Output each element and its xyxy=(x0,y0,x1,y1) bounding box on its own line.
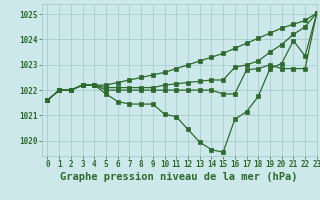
X-axis label: Graphe pression niveau de la mer (hPa): Graphe pression niveau de la mer (hPa) xyxy=(60,172,298,182)
